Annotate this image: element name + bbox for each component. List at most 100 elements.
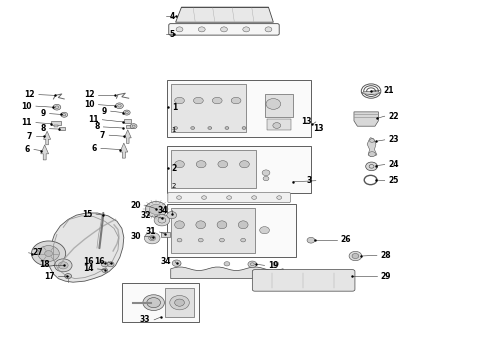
Text: 18: 18 [39,261,49,270]
Polygon shape [354,112,378,126]
Circle shape [175,262,181,266]
Polygon shape [367,138,377,157]
Circle shape [38,246,59,261]
Text: 9: 9 [40,109,46,118]
Text: 28: 28 [381,251,392,260]
Text: 27: 27 [32,248,43,257]
Bar [267,119,292,130]
Circle shape [102,268,108,273]
Text: 11: 11 [22,118,32,127]
Circle shape [220,27,227,32]
Text: 6: 6 [25,145,30,154]
Text: 2: 2 [172,183,176,189]
Ellipse shape [231,97,241,104]
Text: 16: 16 [94,257,104,266]
Circle shape [273,123,281,129]
Circle shape [130,124,137,129]
Text: 9: 9 [101,107,107,116]
Ellipse shape [177,238,182,242]
Circle shape [366,162,377,171]
Circle shape [369,139,374,142]
Ellipse shape [241,238,245,242]
Circle shape [266,99,281,109]
Circle shape [198,27,205,32]
Circle shape [243,27,249,32]
Polygon shape [44,131,50,145]
Text: 30: 30 [130,232,141,241]
Circle shape [58,262,68,269]
Circle shape [31,241,66,266]
Circle shape [191,127,195,130]
Text: 26: 26 [341,235,351,244]
Bar [161,232,170,237]
Ellipse shape [217,221,227,229]
Ellipse shape [174,97,184,104]
FancyBboxPatch shape [168,193,291,203]
Circle shape [242,127,246,130]
Circle shape [224,262,230,266]
Text: 33: 33 [140,315,150,324]
Text: 12: 12 [24,90,35,99]
Text: 23: 23 [389,135,399,144]
Text: 11: 11 [88,115,98,124]
Ellipse shape [196,161,206,168]
Text: 15: 15 [82,210,92,219]
Text: 22: 22 [389,112,399,121]
Circle shape [54,259,72,272]
Text: 20: 20 [130,201,141,210]
Ellipse shape [194,97,203,104]
Text: 12: 12 [84,90,95,99]
Text: 29: 29 [381,271,392,280]
Circle shape [352,253,359,258]
Polygon shape [175,7,273,22]
Circle shape [45,251,52,256]
Text: 10: 10 [84,100,95,109]
Text: 7: 7 [100,131,105,140]
Ellipse shape [240,161,249,168]
Circle shape [116,103,123,109]
Ellipse shape [220,238,224,242]
Ellipse shape [218,161,228,168]
Bar [124,119,131,123]
FancyBboxPatch shape [169,24,279,35]
Text: 4: 4 [170,12,175,21]
Circle shape [262,170,270,176]
Circle shape [225,127,229,130]
Text: 3: 3 [307,176,312,185]
Bar [167,146,311,193]
Text: 24: 24 [389,160,399,169]
Circle shape [107,262,114,267]
Bar [171,208,255,253]
Circle shape [307,237,315,243]
Circle shape [368,152,375,157]
Text: 31: 31 [145,228,156,237]
Text: 32: 32 [140,211,151,220]
Circle shape [349,251,362,261]
FancyBboxPatch shape [252,270,355,291]
Text: 25: 25 [389,176,399,185]
Circle shape [176,196,181,199]
Circle shape [53,104,61,110]
Bar [167,80,311,137]
Bar [167,204,296,257]
Bar [265,94,293,117]
Polygon shape [124,130,131,143]
Text: 1: 1 [172,127,176,134]
Circle shape [145,232,160,244]
Circle shape [252,196,257,199]
Circle shape [65,274,72,279]
Circle shape [167,212,176,219]
Circle shape [176,27,183,32]
Circle shape [273,262,279,266]
Text: 17: 17 [44,272,54,281]
Text: 1: 1 [172,103,177,112]
Circle shape [61,112,68,117]
Circle shape [101,262,108,267]
Ellipse shape [174,221,184,229]
Bar [51,121,61,125]
Circle shape [174,299,184,306]
Circle shape [263,176,269,181]
Text: 13: 13 [314,125,324,134]
Text: 19: 19 [269,261,279,270]
Ellipse shape [198,238,203,242]
